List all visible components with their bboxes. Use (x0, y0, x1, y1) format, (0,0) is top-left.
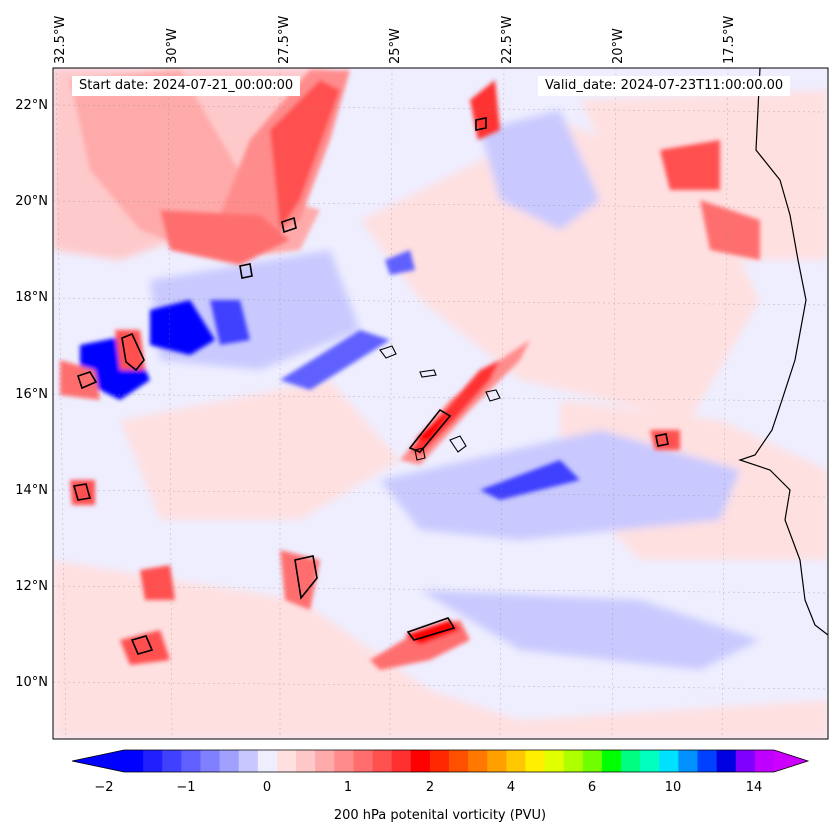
lon-label-22-5w: 22.5°W (500, 15, 515, 64)
lat-label-10n: 10°N (15, 675, 48, 690)
colorbar-tick: 6 (587, 780, 597, 795)
colorbar-segment (678, 750, 699, 772)
lon-label-32-5w: 32.5°W (53, 15, 68, 64)
lon-label-17-5w: 17.5°W (722, 15, 737, 64)
lat-label-20n: 20°N (15, 194, 48, 209)
colorbar-tick: 14 (745, 780, 763, 795)
colorbar-segment (659, 750, 680, 772)
map-frame (52, 67, 829, 740)
colorbar (71, 749, 810, 773)
lat-label-12n: 12°N (15, 579, 48, 594)
start-date-label: Start date: 2024-07-21_00:00:00 (72, 76, 301, 96)
colorbar-segment (621, 750, 641, 772)
colorbar-segment (429, 750, 450, 772)
colorbar-segment (754, 750, 775, 772)
colorbar-segment (697, 750, 718, 772)
lat-label-16n: 16°N (15, 387, 48, 402)
lon-label-20w: 20°W (611, 28, 626, 64)
lat-label-18n: 18°N (15, 290, 48, 305)
pv-field (53, 68, 828, 739)
colorbar-segment (391, 750, 412, 772)
pv-2-contours (72, 117, 669, 655)
colorbar-segment (353, 750, 374, 772)
colorbar-segment (276, 750, 297, 772)
lat-label-22n: 22°N (15, 98, 48, 113)
graticule (53, 68, 828, 739)
colorbar-segment (372, 750, 393, 772)
colorbar-segment (468, 750, 488, 772)
colorbar-segment (315, 750, 335, 772)
colorbar-segment (334, 750, 355, 772)
colorbar-segment (200, 750, 221, 772)
colorbar-tick: 4 (506, 780, 516, 795)
colorbar-segment (640, 750, 660, 772)
colorbar-segment (238, 750, 259, 772)
colorbar-segment (506, 750, 527, 772)
colorbar-tick: 0 (262, 780, 272, 795)
colorbar-segment (563, 750, 584, 772)
lon-label-27-5w: 27.5°W (277, 15, 292, 64)
colorbar-segment (716, 750, 737, 772)
colorbar-segment (449, 750, 469, 772)
lon-label-25w: 25°W (388, 28, 403, 64)
colorbar-tick: 10 (664, 780, 682, 795)
colorbar-segment (410, 750, 431, 772)
colorbar-tick: 2 (425, 780, 435, 795)
valid-date-label: Valid_date: 2024-07-23T11:00:00.00 (538, 76, 791, 96)
colorbar-segment (124, 750, 144, 772)
lon-label-30w: 30°W (165, 28, 180, 64)
colorbar-segment (735, 750, 756, 772)
colorbar-outline (71, 749, 810, 773)
colorbar-segment (219, 750, 240, 772)
colorbar-segment (544, 750, 565, 772)
colorbar-segment (525, 750, 546, 772)
colorbar-over-arrow (774, 750, 808, 772)
colorbar-under-arrow (72, 750, 124, 772)
colorbar-segment (181, 750, 202, 772)
colorbar-segment (582, 750, 603, 772)
colorbar-title: 200 hPa potenital vorticity (PVU) (333, 808, 547, 823)
colorbar-segment (143, 750, 163, 772)
colorbar-segment (601, 750, 622, 772)
colorbar-segment (296, 750, 316, 772)
colorbar-segment (487, 750, 507, 772)
colorbar-tick: −1 (176, 780, 196, 795)
coastline (738, 68, 828, 636)
colorbar-tick: −2 (94, 780, 114, 795)
colorbar-segment (162, 750, 182, 772)
lat-label-14n: 14°N (15, 483, 48, 498)
colorbar-tick: 1 (343, 780, 353, 795)
colorbar-segment (257, 750, 278, 772)
